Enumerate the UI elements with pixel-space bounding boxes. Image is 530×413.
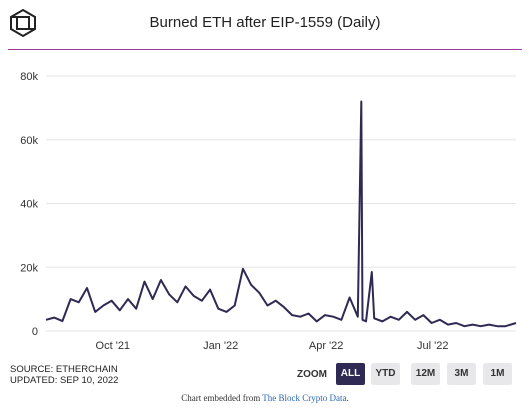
chart-title: Burned ETH after EIP-1559 (Daily) [149, 14, 381, 31]
zoom-ytd-button[interactable]: YTD [371, 363, 400, 385]
y-tick-label: 40k [20, 199, 38, 211]
the-block-logo-icon [10, 8, 36, 38]
x-tick-label: Jul '22 [417, 340, 448, 352]
burned-eth-series-line [45, 100, 517, 328]
chart-header: Burned ETH after EIP-1559 (Daily) [0, 0, 530, 50]
embed-suffix: . [346, 393, 349, 403]
source-label: SOURCE: ETHERCHAIN [10, 364, 118, 375]
y-tick-label: 60k [20, 135, 38, 147]
y-tick-label: 80k [20, 71, 38, 83]
y-tick-label: 0 [32, 326, 38, 338]
x-tick-label: Jan '22 [203, 340, 238, 352]
x-tick-label: Apr '22 [309, 340, 344, 352]
y-tick-label: 20k [20, 262, 38, 274]
burned-eth-line-chart: 0 20k 40k 60k 80k Oct '21 Jan '22 Apr '22 Jul '2… [20, 71, 517, 352]
embed-link[interactable]: The Block Crypto Data [262, 393, 347, 403]
embed-note: Chart embedded from The Block Crypto Dat… [0, 393, 530, 403]
embed-prefix: Chart embedded from [181, 393, 263, 403]
zoom-3m-button[interactable]: 3M [447, 363, 476, 385]
zoom-12m-button[interactable]: 12M [411, 363, 440, 385]
updated-label: UPDATED: SEP 10, 2022 [10, 375, 119, 386]
zoom-label: ZOOM [297, 369, 327, 380]
zoom-all-button[interactable]: ALL [336, 363, 365, 385]
x-tick-label: Oct '21 [96, 340, 131, 352]
source-note: SOURCE: ETHERCHAIN UPDATED: SEP 10, 2022 [10, 364, 118, 386]
zoom-1m-button[interactable]: 1M [483, 363, 512, 385]
title-divider [8, 49, 522, 50]
